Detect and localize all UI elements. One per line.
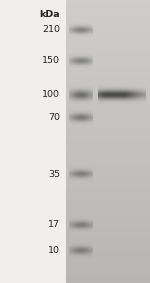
Text: 17: 17 [48, 220, 60, 230]
Text: 100: 100 [42, 90, 60, 99]
Text: 10: 10 [48, 246, 60, 255]
Text: kDa: kDa [39, 10, 60, 19]
Text: 35: 35 [48, 170, 60, 179]
Text: 210: 210 [42, 25, 60, 34]
Text: 150: 150 [42, 56, 60, 65]
Text: 70: 70 [48, 113, 60, 122]
